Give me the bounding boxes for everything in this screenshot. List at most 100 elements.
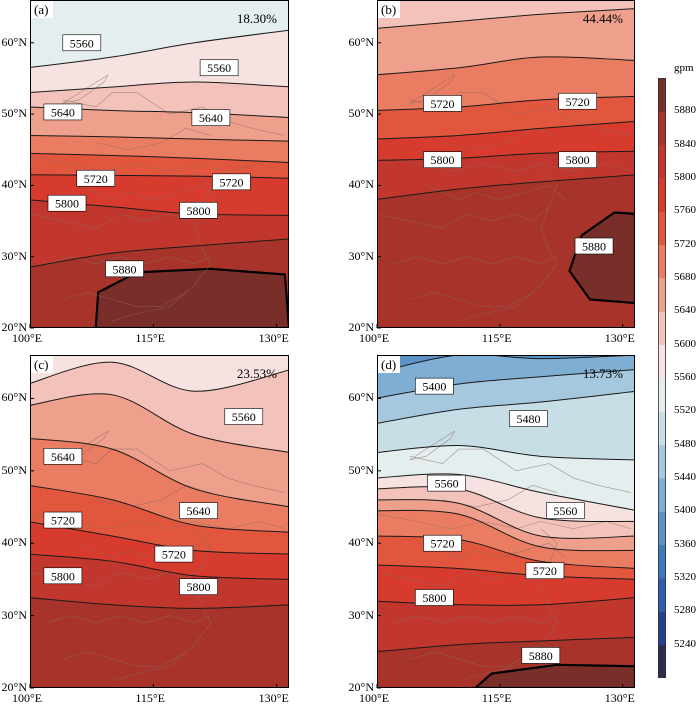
svg-text:5400: 5400 (422, 380, 446, 394)
contour-label: 5800 (558, 151, 597, 169)
contour-5840 (377, 174, 635, 200)
lat-tick-label: 50°N (1, 106, 27, 121)
lat-tick-label: 50°N (348, 462, 374, 477)
contour-5560 (30, 29, 289, 68)
contour-label: 5720 (43, 511, 83, 529)
contour-label: 5720 (76, 169, 116, 187)
contour-label: 5800 (179, 202, 218, 219)
panel-percent: 13.73% (583, 366, 623, 381)
lat-tick-label: 20°N (348, 680, 374, 694)
band-5840 (377, 174, 635, 328)
colorbar-swatch (658, 378, 666, 412)
colorbar-tick-label: 5320 (674, 571, 696, 583)
colorbar-tick-label: 5360 (674, 537, 696, 550)
svg-text:5800: 5800 (187, 580, 211, 594)
contour-label: 5400 (415, 377, 454, 395)
lat-tick-label: 60°N (348, 34, 374, 49)
colorbar-swatch (658, 544, 666, 579)
contour-5560 (377, 473, 635, 511)
colorbar-swatch (658, 478, 666, 512)
boundary-lines (377, 74, 631, 322)
colorbar-tick-label: 5240 (674, 637, 696, 650)
contour-label: 5880 (521, 647, 561, 664)
lat-tick-label: 20°N (1, 320, 27, 334)
contour-5520 (377, 444, 635, 461)
colorbar-swatch (658, 278, 666, 312)
colorbar-swatch (658, 511, 666, 546)
svg-text:5640: 5640 (51, 450, 75, 464)
svg-text:5800: 5800 (566, 153, 590, 167)
contour-5480 (377, 390, 635, 424)
colorbar-swatch (658, 444, 666, 479)
lon-tick-label: 130°E (258, 691, 289, 705)
lon-tick-label: 100°E (12, 331, 43, 345)
svg-text:5720: 5720 (51, 514, 75, 528)
contour-5600 (30, 81, 289, 94)
contour-label: 5800 (415, 589, 454, 606)
colorbar-tick-label: 5480 (674, 437, 696, 450)
panel-percent: 18.30% (237, 11, 277, 26)
lat-tick-label: 20°N (348, 320, 374, 334)
contour-5840 (377, 636, 635, 653)
map-panel-a: 5560 5560 5640 5640 5720 5720 5800 5800 5880 (a) 1… (29, 0, 289, 329)
lon-tick-label: 115°E (481, 331, 512, 345)
colorbar-swatch (658, 211, 666, 246)
colorbar-swatch (658, 244, 666, 279)
contour-5600 (377, 486, 635, 523)
contour-label: 5720 (212, 173, 251, 191)
contour-label: 5720 (154, 545, 194, 563)
contour-label: 5800 (47, 194, 87, 212)
map-svg-d: 5400 5480 5560 5560 5720 5720 5800 5880 (d) 13.73… (376, 355, 635, 689)
contour-5440 (377, 369, 635, 399)
colorbar-tick-label: 5280 (674, 604, 696, 617)
svg-text:5800: 5800 (55, 197, 79, 211)
lat-tick-label: 50°N (348, 106, 374, 121)
contour-label: 5480 (509, 410, 548, 428)
colorbar-tick-label: 5800 (674, 171, 696, 183)
colorbar-swatch (658, 311, 666, 346)
colorbar-tick-label: 5840 (674, 137, 696, 150)
colorbar-swatch (658, 644, 666, 679)
contour-5760 (377, 564, 635, 580)
lat-tick-label: 60°N (348, 390, 374, 405)
colorbar-unit: gpm (674, 62, 694, 74)
svg-text:5720: 5720 (533, 564, 557, 578)
svg-text:5720: 5720 (84, 172, 108, 186)
map-svg-c: 5560 5640 5640 5720 5720 5800 5800 (c) 23.53% (29, 355, 289, 689)
svg-text:5560: 5560 (435, 477, 459, 491)
lat-tick-label: 40°N (348, 177, 374, 192)
colorbar-tick-label: 5720 (674, 237, 696, 250)
panel-percent: 23.53% (237, 366, 277, 381)
colorbar-swatch (658, 78, 666, 112)
colorbar-swatch (658, 411, 666, 446)
colorbar-tick-label: 5440 (674, 471, 696, 483)
svg-text:5720: 5720 (431, 537, 455, 551)
contour-label: 5560 (427, 474, 466, 492)
lat-tick-label: 60°N (1, 390, 27, 405)
lon-tick-label: 100°E (359, 331, 390, 345)
svg-text:5800: 5800 (431, 153, 455, 167)
svg-text:5560: 5560 (553, 504, 577, 518)
lon-tick-label: 100°E (12, 691, 43, 705)
colorbar-swatch (658, 578, 666, 612)
panel-letter: (c) (34, 357, 48, 372)
lat-tick-label: 20°N (1, 680, 27, 694)
colorbar-swatch (658, 611, 666, 646)
boundary-lines (30, 74, 285, 322)
contour-label: 5560 (199, 59, 239, 77)
contour-label: 5560 (62, 34, 102, 52)
high-5880-region (568, 211, 635, 305)
svg-text:5720: 5720 (219, 175, 243, 189)
map-panel-c: 5560 5640 5640 5720 5720 5800 5800 (c) 23.53% (29, 355, 289, 689)
contour-label: 5560 (546, 502, 585, 519)
svg-text:5640: 5640 (199, 111, 223, 125)
contour-label: 5640 (179, 502, 218, 519)
contour-5680 (377, 509, 635, 552)
contour-label: 5880 (574, 237, 614, 255)
contour-label: 5720 (423, 534, 462, 552)
svg-text:5800: 5800 (422, 591, 446, 605)
map-svg-a: 5560 5560 5640 5640 5720 5720 5800 5800 5880 (a) 1… (29, 0, 289, 329)
svg-text:5720: 5720 (162, 548, 186, 562)
contour-5720 (377, 535, 635, 569)
lat-tick-label: 60°N (1, 34, 27, 49)
